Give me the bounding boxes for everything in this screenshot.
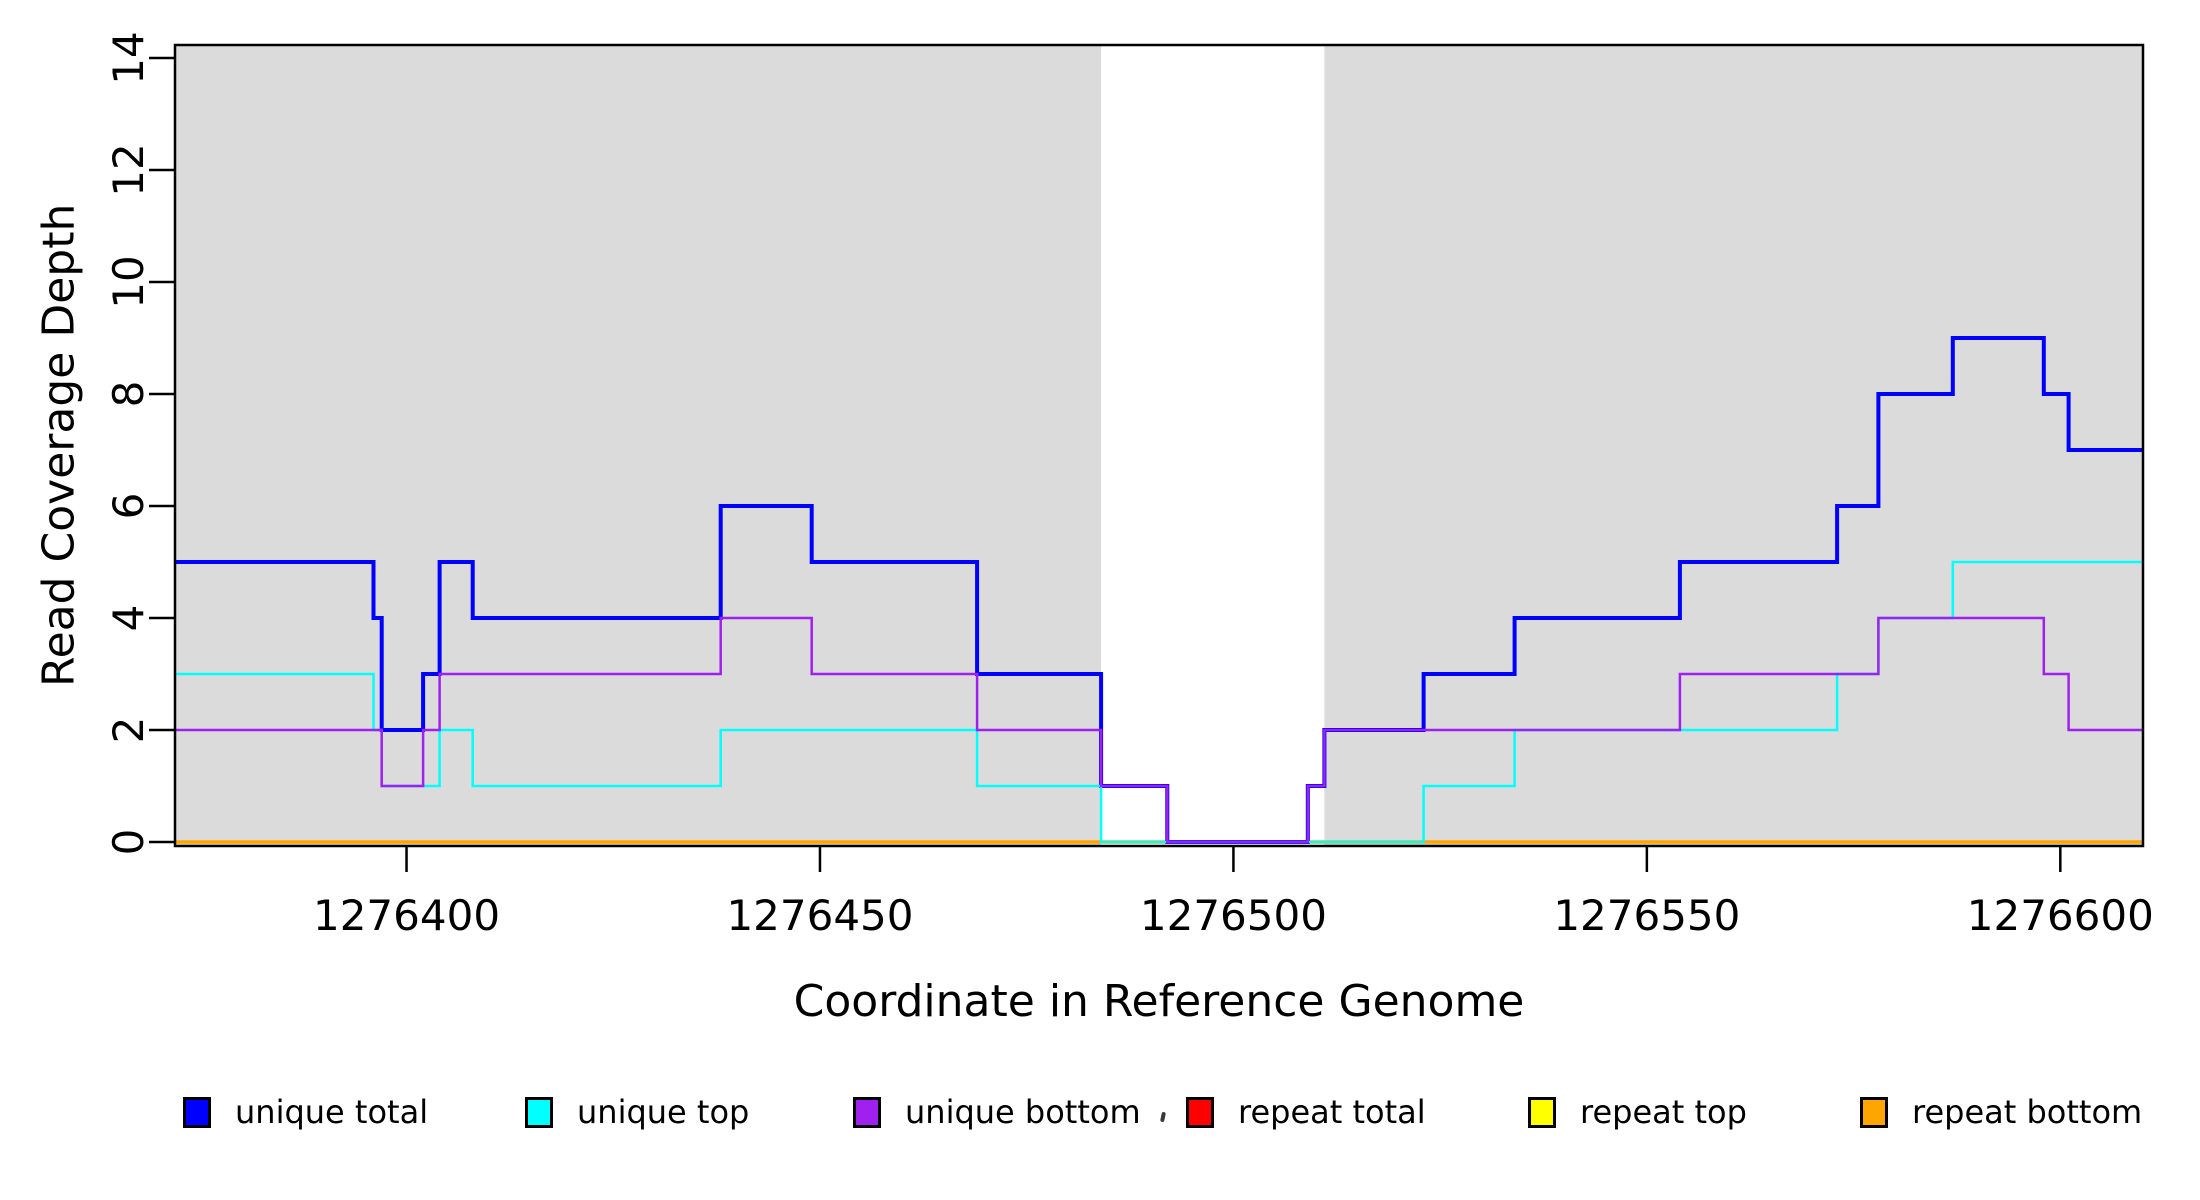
y-tick-label: 12 [104,143,153,196]
unique-bottom-swatch-icon [853,1096,881,1128]
legend-label: repeat top [1580,1093,1747,1131]
y-tick-label: 4 [104,605,153,632]
x-axis-title: Coordinate in Reference Genome [793,976,1525,1027]
legend-item-repeat-bottom: repeat bottom [1860,1086,2142,1138]
y-tick-label: 0 [104,829,153,856]
series-unique-bottom [175,616,2143,844]
y-tick-label: 14 [104,31,153,84]
plot-box [173,43,2145,848]
y-tick-label: 6 [104,493,153,520]
y-tick-label: 2 [104,717,153,744]
y-tick-label: 10 [104,255,153,308]
repeat-bottom-swatch-icon [1860,1096,1888,1128]
legend-item-unique-top: unique top [525,1086,749,1138]
unique-total-swatch-icon [183,1096,211,1128]
y-tick-label: 8 [104,381,153,408]
legend-item-unique-total: unique total [183,1086,428,1138]
legend-item-repeat-top: repeat top [1528,1086,1747,1138]
repeat-top-swatch-icon [1528,1096,1556,1128]
legend-label: unique bottom [905,1093,1141,1131]
x-tick-label: 1276500 [1140,891,1327,940]
x-tick-label: 1276400 [313,891,500,940]
x-tick-label: 1276550 [1553,891,1740,940]
unique-top-swatch-icon [525,1096,553,1128]
shaded-region [175,45,1102,846]
legend-item-repeat-total: repeat total [1186,1086,1426,1138]
repeat-total-swatch-icon [1186,1096,1214,1128]
legend-label: repeat total [1238,1093,1426,1131]
legend-label: unique total [235,1093,429,1131]
x-tick-label: 1276450 [726,891,913,940]
legend: unique total unique top unique bottom re… [0,1086,2200,1138]
legend-item-unique-bottom: unique bottom [853,1086,1141,1138]
x-tick-label: 1276600 [1967,891,2154,940]
shaded-region [1324,45,2143,846]
y-axis-title: Read Coverage Depth [33,203,85,688]
legend-label: unique top [577,1093,750,1131]
legend-label: repeat bottom [1912,1093,2143,1131]
